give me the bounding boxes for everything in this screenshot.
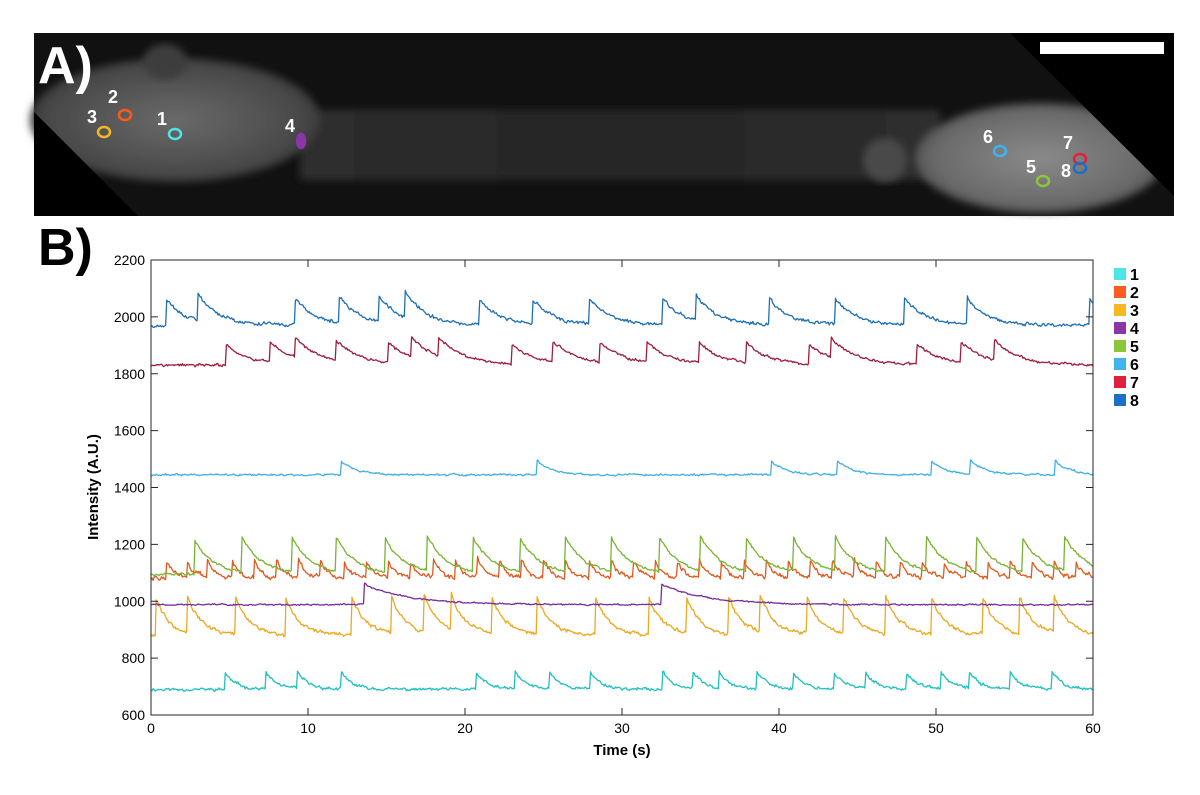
plot-frame xyxy=(150,259,1094,716)
axon-region xyxy=(300,110,940,180)
series-line-8 xyxy=(150,289,1094,328)
roi-label-1: 1 xyxy=(157,109,167,129)
y-tick-label: 1400 xyxy=(114,480,145,496)
series-line-6 xyxy=(150,459,1094,477)
legend-label-8: 8 xyxy=(1130,393,1139,410)
legend-label-7: 7 xyxy=(1130,375,1139,392)
legend-swatch-3 xyxy=(1114,304,1126,316)
left-cell-protrusion xyxy=(143,44,187,80)
roi-label-8: 8 xyxy=(1061,161,1071,181)
roi-label-5: 5 xyxy=(1026,157,1036,177)
legend-swatch-5 xyxy=(1114,340,1126,352)
series-line-7 xyxy=(150,336,1094,368)
series-line-5 xyxy=(150,534,1094,577)
y-axis-label: Intensity (A.U.) xyxy=(85,434,102,540)
legend-label-3: 3 xyxy=(1130,303,1139,320)
series-line-4 xyxy=(150,582,1094,607)
roi-circle-6 xyxy=(992,144,1008,158)
legend-swatch-4 xyxy=(1114,322,1126,334)
series-line-3 xyxy=(150,591,1094,638)
mask-bottom-left xyxy=(34,112,138,216)
legend-swatch-6 xyxy=(1114,358,1126,370)
mask-top-right xyxy=(1010,33,1174,196)
legend-label-5: 5 xyxy=(1130,339,1139,356)
legend-label-4: 4 xyxy=(1130,321,1139,338)
left-cell xyxy=(30,58,320,182)
y-tick-label: 1600 xyxy=(114,423,145,439)
panel-a-label: A) xyxy=(38,37,93,95)
roi-circle-4 xyxy=(295,132,307,150)
roi-label-2: 2 xyxy=(108,87,118,107)
roi-circle-8 xyxy=(1072,161,1088,175)
roi-circle-5 xyxy=(1035,174,1051,188)
roi-markers: 123 456 78 xyxy=(87,87,1088,188)
legend-swatch-8 xyxy=(1114,394,1126,406)
legend-swatch-1 xyxy=(1114,268,1126,280)
y-tick-label: 1200 xyxy=(114,536,145,552)
y-tick-label: 800 xyxy=(122,650,146,666)
y-tick-label: 1000 xyxy=(114,593,145,609)
y-tick-label: 600 xyxy=(122,707,146,723)
x-tick-label: 60 xyxy=(1085,720,1101,736)
legend-label-6: 6 xyxy=(1130,357,1139,374)
legend-swatch-7 xyxy=(1114,376,1126,388)
axes: 0 10 20 30 40 50 60 600 800 1000 1200 1400 1600 1800 2… xyxy=(114,252,1101,736)
series-line-1 xyxy=(150,670,1093,692)
x-tick-label: 20 xyxy=(457,720,473,736)
series-lines xyxy=(150,289,1094,692)
legend-swatch-2 xyxy=(1114,286,1126,298)
legend-label-1: 1 xyxy=(1130,267,1139,284)
right-cell-bulb xyxy=(863,138,907,182)
roi-label-3: 3 xyxy=(87,107,97,127)
right-cell xyxy=(915,103,1165,213)
roi-circle-1 xyxy=(167,127,183,141)
x-tick-label: 50 xyxy=(928,720,944,736)
roi-label-6: 6 xyxy=(983,127,993,147)
x-axis-label: Time (s) xyxy=(593,742,650,759)
roi-circle-2 xyxy=(117,108,133,122)
legend-label-2: 2 xyxy=(1130,285,1139,302)
scale-bar xyxy=(1040,42,1164,54)
panel-b-label: B) xyxy=(38,219,93,277)
y-tick-label: 2000 xyxy=(114,309,145,325)
series-line-2 xyxy=(150,555,1094,582)
x-tick-label: 30 xyxy=(614,720,630,736)
roi-label-4: 4 xyxy=(285,116,295,136)
microscopy-image-panel: 123 456 78 xyxy=(30,33,1174,216)
y-tick-label: 1800 xyxy=(114,366,145,382)
roi-label-7: 7 xyxy=(1063,133,1073,153)
roi-circle-3 xyxy=(96,125,112,139)
x-tick-label: 10 xyxy=(300,720,316,736)
x-tick-label: 0 xyxy=(147,720,155,736)
intensity-chart: 0 10 20 30 40 50 60 600 800 1000 1200 1400 1600 1800 2… xyxy=(85,252,1139,759)
y-tick-label: 2200 xyxy=(114,252,145,268)
x-tick-label: 40 xyxy=(771,720,787,736)
